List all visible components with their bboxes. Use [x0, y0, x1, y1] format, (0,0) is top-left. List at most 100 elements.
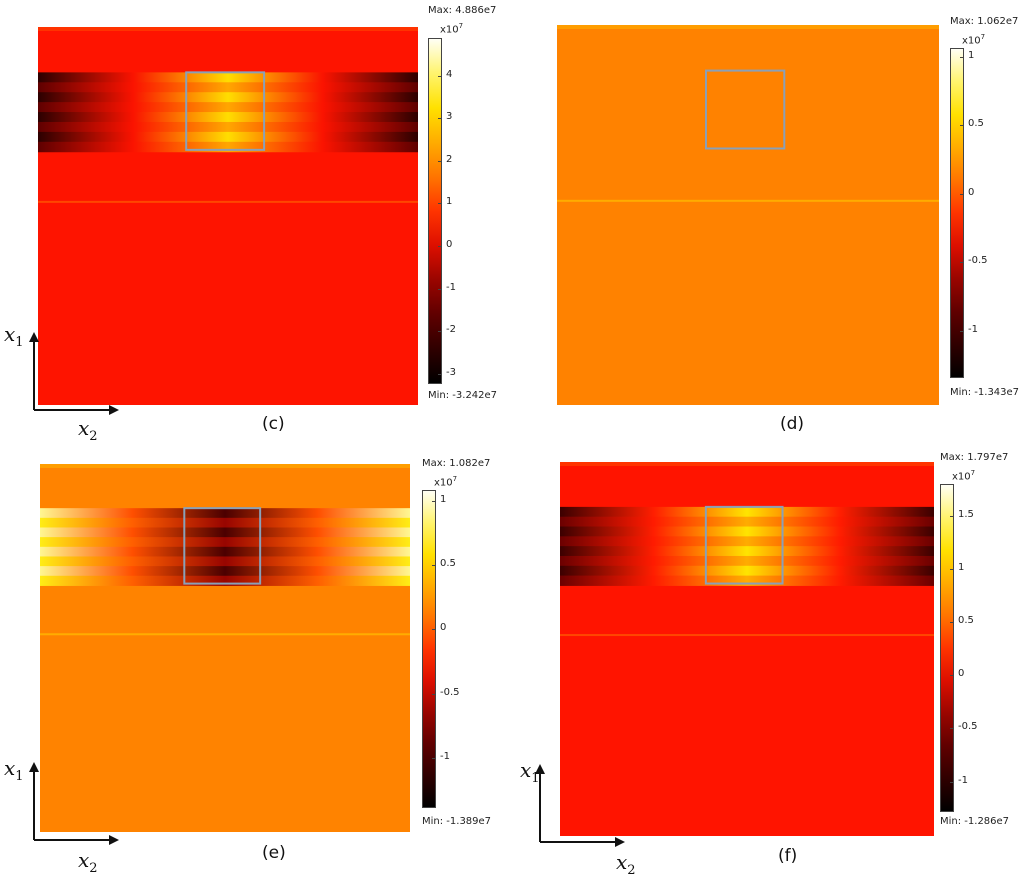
- axis-arrows-f: [535, 764, 625, 847]
- colorbar-min-label-c: Min: -3.242e7: [428, 390, 498, 401]
- colorbar-tick-label: 1: [446, 196, 453, 208]
- colorbar-exponent-f: x107: [952, 469, 976, 483]
- band-stripe: [40, 527, 410, 538]
- colorbar-tick-label: 1: [968, 49, 975, 61]
- colorbar-tick-label: 0: [446, 238, 453, 250]
- band-stripe: [557, 80, 939, 92]
- band-stripe: [557, 110, 939, 121]
- band-stripe: [560, 536, 934, 547]
- inclusion-square: [704, 69, 786, 150]
- band-stripe: [40, 517, 410, 528]
- colorbar-tick-label: 0: [968, 186, 975, 198]
- inclusion-square: [704, 505, 784, 585]
- ylabel-c: x1: [4, 322, 24, 350]
- interface-line: [38, 200, 418, 203]
- band-stripe: [557, 130, 939, 141]
- colorbar-tick-label: 1: [440, 493, 447, 505]
- colorbar-tick-mark: [432, 500, 436, 502]
- inclusion-square: [183, 507, 262, 585]
- colorbar-tick-mark: [438, 75, 442, 77]
- band-stripe: [40, 575, 410, 586]
- interface-line: [560, 634, 934, 637]
- colorbar-exponent-c: x107: [440, 22, 464, 36]
- inclusion-square: [185, 71, 266, 151]
- colorbar-tick-label: -1: [440, 750, 450, 762]
- ylabel-f: x1: [520, 758, 540, 786]
- xlabel-c: x2: [78, 416, 98, 444]
- band-stripe: [38, 102, 418, 113]
- top-strip: [560, 462, 934, 466]
- colorbar-tick-label: 4: [446, 68, 453, 80]
- colorbar-tick-mark: [432, 757, 436, 759]
- band-stripe: [40, 556, 410, 567]
- band-stripe: [557, 140, 939, 151]
- band-stripe: [557, 90, 939, 102]
- colorbar-f: [940, 484, 954, 812]
- colorbar-tick-label: -0.5: [968, 255, 988, 267]
- colorbar-tick-label: -1: [446, 281, 456, 293]
- colorbar-tick-mark: [438, 160, 442, 162]
- colorbar-d: [950, 48, 964, 378]
- colorbar-tick-mark: [960, 262, 964, 264]
- colorbar-tick-label: -1: [968, 323, 978, 335]
- band-stripe: [38, 112, 418, 123]
- xlabel-e: x2: [78, 848, 98, 876]
- colorbar-tick-mark: [950, 621, 954, 623]
- colorbar-tick-mark: [960, 56, 964, 58]
- colorbar-tick-label: 0.5: [958, 614, 974, 626]
- colorbar-max-label-c: Max: 4.886e7: [428, 5, 497, 16]
- band-stripe: [38, 141, 418, 153]
- colorbar-tick-mark: [432, 629, 436, 631]
- band-stripe: [40, 566, 410, 577]
- xlabel-f: x2: [616, 850, 636, 878]
- colorbar-exponent-e: x107: [434, 475, 458, 489]
- band-stripe: [38, 121, 418, 133]
- colorbar-tick-mark: [950, 781, 954, 783]
- band-stripe: [557, 70, 939, 82]
- interface-line: [40, 633, 410, 636]
- colorbar-tick-label: -3: [446, 366, 456, 378]
- colorbar-tick-mark: [950, 568, 954, 570]
- colorbar-max-label-d: Max: 1.062e7: [950, 16, 1019, 27]
- colorbar-tick-label: 3: [446, 111, 453, 123]
- colorbar-tick-label: 0: [958, 668, 965, 680]
- band-stripe: [560, 565, 934, 577]
- colorbar-tick-mark: [950, 675, 954, 677]
- heatmap-field-f: [560, 462, 934, 836]
- band-stripe: [40, 508, 410, 519]
- colorbar-tick-mark: [438, 288, 442, 290]
- colorbar-tick-mark: [438, 373, 442, 375]
- caption-e: (e): [262, 843, 286, 863]
- band-stripe: [560, 546, 934, 557]
- colorbar-tick-label: 0.5: [440, 557, 456, 569]
- band-stripe: [560, 575, 934, 586]
- colorbar-max-label-e: Max: 1.082e7: [422, 458, 491, 469]
- colorbar-tick-label: -1: [958, 774, 968, 786]
- colorbar-tick-label: -0.5: [958, 721, 978, 733]
- band-stripe: [560, 526, 934, 537]
- colorbar-tick-mark: [438, 245, 442, 247]
- ylabel-e: x1: [4, 756, 24, 784]
- colorbar-tick-label: -2: [446, 324, 456, 336]
- colorbar-tick-label: 2: [446, 153, 453, 165]
- colorbar-tick-mark: [960, 330, 964, 332]
- colorbar-tick-mark: [432, 564, 436, 566]
- colorbar-tick-mark: [438, 331, 442, 333]
- heatmap-field-c: [38, 27, 418, 405]
- band-stripe: [38, 92, 418, 103]
- caption-f: (f): [778, 846, 798, 866]
- colorbar-tick-mark: [438, 118, 442, 120]
- caption-c: (c): [262, 414, 285, 434]
- band-stripe: [40, 546, 410, 557]
- axis-arrows-c: [29, 332, 119, 415]
- colorbar-max-label-f: Max: 1.797e7: [940, 452, 1009, 463]
- colorbar-tick-mark: [438, 203, 442, 205]
- band-stripe: [38, 131, 418, 143]
- heatmap-field-d: [557, 25, 939, 405]
- band-stripe: [38, 72, 418, 83]
- colorbar-tick-mark: [432, 693, 436, 695]
- band-stripe: [40, 537, 410, 548]
- colorbar-min-label-d: Min: -1.343e7: [950, 387, 1020, 398]
